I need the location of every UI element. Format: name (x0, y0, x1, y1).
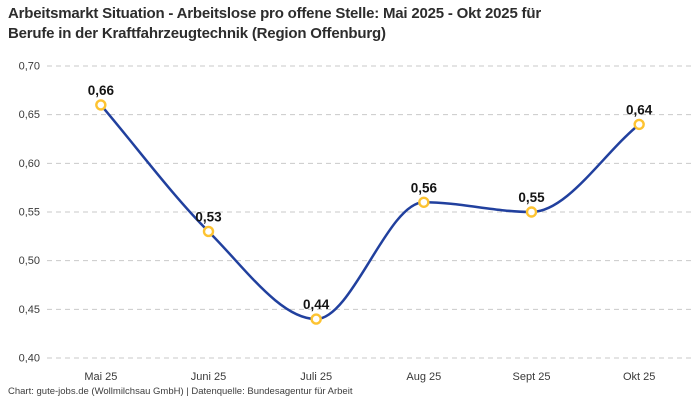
data-point-marker (525, 206, 538, 218)
x-axis-tick-label: Mai 25 (84, 371, 117, 383)
data-point-marker (202, 225, 215, 238)
x-axis-tick-label: Sept 25 (513, 371, 551, 383)
data-point-marker (418, 196, 430, 208)
chart-footer-credit: Chart: gute-jobs.de (Wollmilchsau GmbH) … (8, 386, 353, 397)
y-axis-tick-label: 0,50 (19, 255, 40, 267)
y-axis-tick-label: 0,45 (19, 304, 40, 316)
data-point-marker (95, 99, 107, 111)
y-axis-tick-label: 0,65 (19, 109, 40, 121)
trend-line (99, 103, 641, 321)
x-axis-tick-label: Juni 25 (191, 371, 226, 383)
data-point-label: 0,53 (195, 209, 222, 224)
y-axis-tick-label: 0,55 (19, 207, 40, 219)
data-point-label: 0,64 (626, 102, 653, 117)
y-axis-tick-label: 0,60 (19, 158, 40, 170)
data-point-label: 0,55 (518, 190, 545, 205)
y-axis-tick-label: 0,40 (19, 353, 40, 365)
chart-title-line2: Berufe in der Kraftfahrzeugtechnik (Regi… (8, 24, 386, 42)
x-axis-tick-label: Okt 25 (623, 371, 655, 383)
chart-title-line1: Arbeitsmarkt Situation - Arbeitslose pro… (8, 5, 541, 22)
data-point-marker (310, 313, 322, 325)
x-axis-tick-label: Juli 25 (300, 371, 332, 383)
data-point-label: 0,66 (88, 83, 115, 98)
data-point-label: 0,44 (303, 297, 330, 312)
data-point-marker (633, 118, 645, 131)
x-axis-tick-label: Aug 25 (406, 371, 441, 383)
chart-title: Arbeitsmarkt Situation - Arbeitslose pro… (8, 4, 541, 44)
data-point-label: 0,56 (411, 180, 438, 195)
y-axis-tick-label: 0,70 (19, 61, 40, 73)
